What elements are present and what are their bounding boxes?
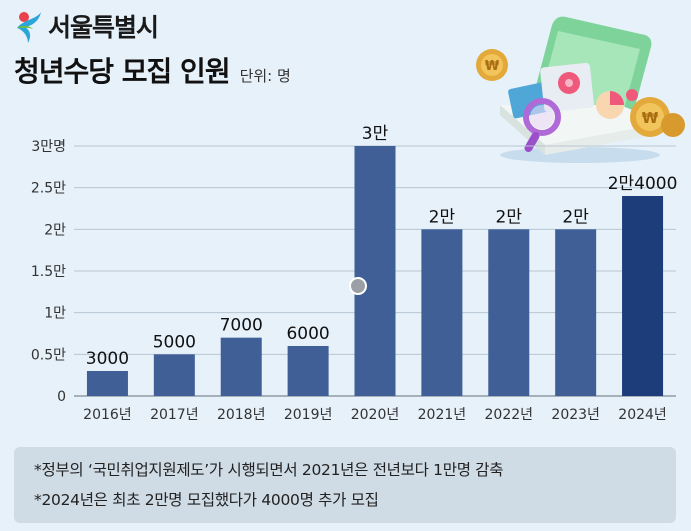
data-label: 7000 [220,316,263,336]
note-2: *2024년은 최초 2만명 모집했다가 4000명 추가 모집 [34,491,379,509]
bar-2018년 [220,337,262,396]
x-tick-label: 2021년 [418,407,467,423]
x-tick-label: 2018년 [217,407,266,423]
wallet-coins-magnifier-illustration-icon: ₩ ₩ [476,16,685,163]
x-tick-label: 2022년 [485,407,534,423]
data-label: 2만4000 [608,174,678,194]
data-label: 2만 [562,207,589,227]
y-tick-label: 1만 [44,306,66,322]
svg-text:₩: ₩ [485,59,500,74]
chart-title: 청년수당 모집 인원 [14,55,231,88]
bar-2023년 [555,229,597,396]
title-row: 청년수당 모집 인원 단위: 명 [14,50,291,90]
brand-name: 서울특별시 [48,13,159,42]
data-label: 5000 [153,332,196,352]
brand: 서울특별시 [14,8,291,44]
unit-label: 단위: 명 [239,67,291,85]
bar-2024년 [622,196,664,396]
bars [86,146,664,396]
x-tick-label: 2020년 [351,407,400,423]
data-label: 3만 [362,124,389,144]
svg-text:₩: ₩ [642,109,659,127]
x-tick-label: 2023년 [551,407,600,423]
y-tick-label: 0.5만 [31,347,66,363]
bar-2019년 [287,346,329,396]
cursor-indicator [349,277,367,295]
data-label: 3000 [86,349,129,369]
data-label: 6000 [286,324,329,344]
data-label: 2만 [496,207,523,227]
x-axis: 2016년 2017년 2018년 2019년 2020년 2021년 2022년 2023년… [83,407,667,423]
note-1: *정부의 ‘국민취업지원제도’가 시행되면서 2021년은 전년보다 1만명 감… [34,461,504,479]
x-tick-label: 2016년 [83,407,132,423]
x-tick-label: 2024년 [618,407,667,423]
header: 서울특별시 청년수당 모집 인원 단위: 명 [14,8,291,90]
bar-2016년 [86,371,128,396]
bar-2022년 [488,229,530,396]
x-tick-label: 2019년 [284,407,333,423]
data-labels: 3000 5000 7000 6000 3만 2만 2만 2만 2만4000 [86,124,678,369]
bar-2017년 [153,354,195,396]
y-tick-label: 3만명 [31,139,66,155]
seoul-city-logo-icon [17,12,41,43]
notes-box: *정부의 ‘국민취업지원제도’가 시행되면서 2021년은 전년보다 1만명 감… [14,447,676,523]
bar-chart: 0 0.5만 1만 1.5만 2만 2.5만 3만명 3000 5000 7000 6000 3만 2… [31,124,678,423]
y-tick-label: 2.5만 [31,181,66,197]
bar-2020년 [354,146,396,396]
x-tick-label: 2017년 [150,407,199,423]
data-label: 2만 [429,207,456,227]
y-axis: 0 0.5만 1만 1.5만 2만 2.5만 3만명 [31,139,66,405]
bar-2021년 [421,229,463,396]
y-tick-label: 1.5만 [31,264,66,280]
y-tick-label: 2만 [44,222,66,238]
y-tick-label: 0 [57,389,66,405]
